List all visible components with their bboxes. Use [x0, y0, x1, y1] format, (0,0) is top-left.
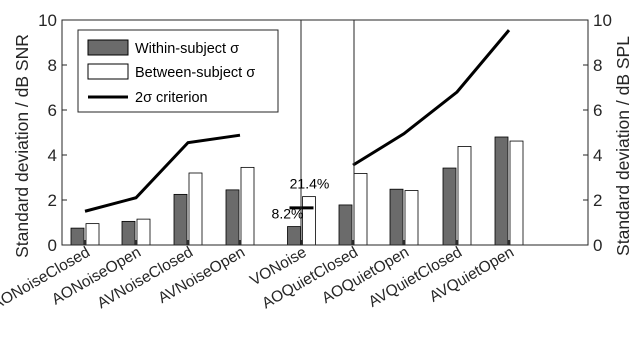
bar-between-AOQuietClosed [353, 173, 368, 246]
bar-between-AONoiseClosed [85, 223, 100, 246]
bar-between-AONoiseOpen [136, 218, 151, 246]
bar-within-AVNoiseOpen [225, 189, 240, 246]
y-tick-label-left-6: 6 [48, 101, 57, 120]
bar-between-AVNoiseOpen [240, 166, 255, 246]
criterion-line-group-2 [352, 29, 511, 167]
bar-between-AOQuietOpen [404, 190, 419, 246]
y-tick-label-right-6: 6 [593, 101, 602, 120]
legend-label-between: Between-subject σ [135, 65, 255, 81]
category-labels-layer: AONoiseClosedAONoiseOpenAVNoiseClosedAVN… [0, 244, 517, 314]
legend-swatch-within [87, 39, 129, 56]
axes-frame [61, 19, 589, 246]
annotation-within-percent: 8.2% [272, 206, 304, 222]
bar-within-AVQuietClosed [442, 167, 457, 246]
y-tick-label-left-2: 2 [48, 191, 57, 210]
y-tick-label-left-4: 4 [48, 146, 57, 165]
criterion-line-group-0 [84, 133, 241, 213]
bar-within-AVNoiseClosed [173, 193, 188, 246]
y-tick-label-right-2: 2 [593, 191, 602, 210]
y-tick-label-left-0: 0 [48, 236, 57, 255]
bar-within-AOQuietClosed [338, 204, 353, 246]
bar-within-AONoiseOpen [121, 220, 136, 246]
y-tick-label-right-10: 10 [593, 11, 612, 30]
y-tick-label-right-0: 0 [593, 236, 602, 255]
y-tick-label-left-10: 10 [38, 11, 57, 30]
bar-within-AOQuietOpen [389, 188, 404, 246]
y-axis-label-right: Standard deviation / dB SPL [613, 36, 633, 256]
legend-label-within: Within-subject σ [135, 41, 239, 57]
bar-between-AVQuietOpen [509, 140, 524, 246]
plot-frame [61, 19, 589, 246]
bar-within-AVQuietOpen [494, 136, 509, 246]
y-tick-label-left-8: 8 [48, 56, 57, 75]
annotations-layer: 8.2% 21.4% [272, 176, 330, 222]
tick-labels-layer: 0 0 2 2 4 4 6 6 8 8 10 10 [38, 11, 612, 255]
bar-between-VONoise [302, 196, 316, 246]
bar-between-AVNoiseClosed [188, 172, 203, 246]
y-axis-label-left: Standard deviation / dB SNR [12, 34, 32, 258]
y-tick-label-right-8: 8 [593, 56, 602, 75]
legend-label-criterion: 2σ criterion [135, 90, 208, 106]
legend-swatch-between [87, 63, 129, 80]
bar-within-AONoiseClosed [70, 227, 85, 246]
bar-within-VONoise [287, 226, 301, 246]
legend: Within-subject σ Between-subject σ 2σ cr… [77, 29, 279, 113]
y-tick-label-right-4: 4 [593, 146, 602, 165]
annotation-between-percent: 21.4% [290, 176, 330, 192]
bar-between-AVQuietClosed [457, 146, 472, 246]
